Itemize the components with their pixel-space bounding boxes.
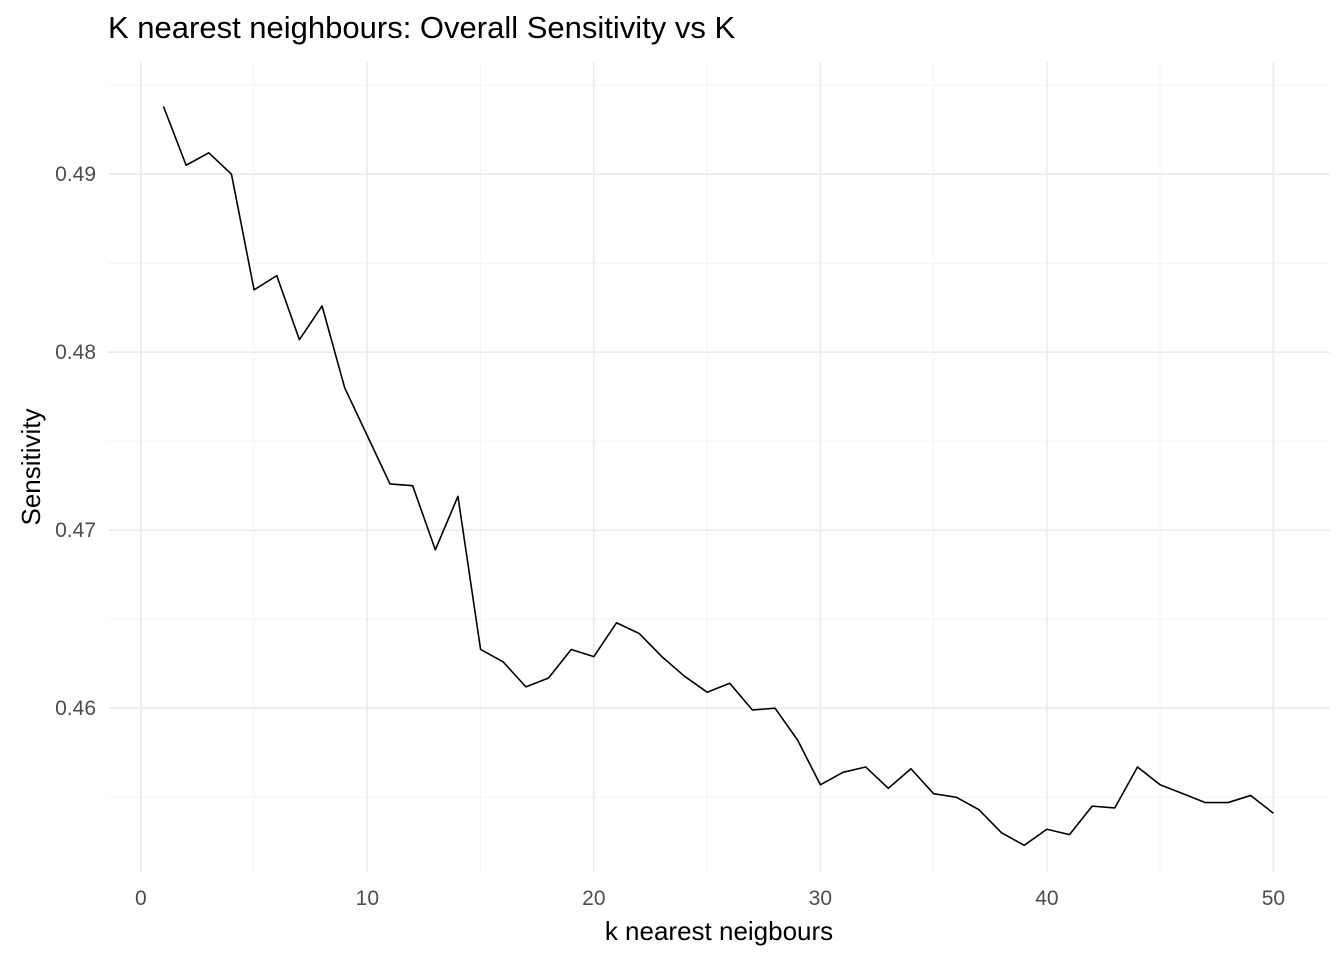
major-gridlines xyxy=(108,62,1330,872)
y-tick-label: 0.48 xyxy=(55,341,96,364)
x-tick-label: 10 xyxy=(356,887,379,910)
y-axis-tick-labels: 0.46 0.47 0.48 0.49 xyxy=(55,163,96,720)
minor-gridlines xyxy=(108,62,1330,872)
x-axis-title: k nearest neigbours xyxy=(605,916,833,946)
x-tick-label: 0 xyxy=(135,887,147,910)
y-tick-label: 0.46 xyxy=(55,697,96,720)
series-layer xyxy=(162,106,1274,847)
chart-title: K nearest neighbours: Overall Sensitivit… xyxy=(108,10,736,45)
sensitivity-series-line xyxy=(162,106,1274,847)
x-tick-label: 50 xyxy=(1262,887,1285,910)
y-tick-label: 0.49 xyxy=(55,163,96,186)
x-tick-label: 20 xyxy=(582,887,605,910)
x-tick-label: 30 xyxy=(809,887,832,910)
x-axis-tick-labels: 0 10 20 30 40 50 xyxy=(135,887,1285,910)
x-tick-label: 40 xyxy=(1035,887,1058,910)
y-axis-title: Sensitivity xyxy=(16,408,46,525)
y-tick-label: 0.47 xyxy=(55,519,96,542)
